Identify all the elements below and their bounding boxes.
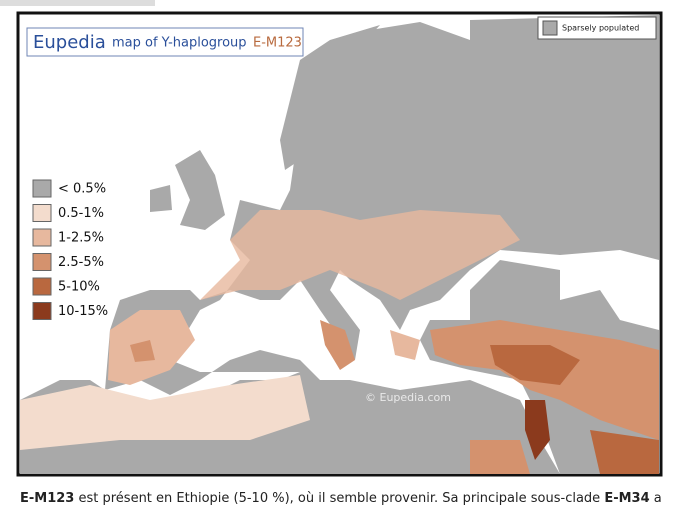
- legend-swatch: [32, 302, 52, 320]
- caption-bold: E-M34: [604, 491, 650, 506]
- title-box: [26, 27, 304, 57]
- legend: < 0.5% 0.5-1% 1-2.5% 2.5-5% 5-10% 10-15%: [32, 179, 108, 320]
- sparse-swatch: [542, 20, 558, 36]
- legend-swatch: [32, 204, 52, 222]
- legend-swatch: [32, 277, 52, 296]
- legend-label: 0.5-1%: [58, 206, 104, 221]
- legend-swatch: [32, 228, 52, 247]
- frequency-areas: [20, 210, 659, 474]
- map-title: map of Y-haplogroup: [112, 36, 247, 51]
- map: Eupedia map of Y-haplogroup E-M123 Spars…: [0, 0, 663, 477]
- legend-label: 5-10%: [58, 280, 100, 295]
- sparse-label: Sparsely populated: [562, 24, 639, 33]
- caption-bold: E-M123: [20, 491, 75, 506]
- brand: Eupedia: [33, 32, 106, 53]
- caption: E-M123 est présent en Ethiopie (5-10 %),…: [20, 491, 670, 506]
- sparse-box: [537, 16, 657, 40]
- top-strip: [0, 0, 155, 6]
- watermark: © Eupedia.com: [365, 391, 451, 404]
- caption-text: a: [649, 491, 662, 506]
- legend-label: < 0.5%: [58, 182, 106, 197]
- legend-label: 1-2.5%: [58, 231, 104, 246]
- haplogroup: E-M123: [253, 36, 302, 51]
- legend-label: 2.5-5%: [58, 255, 104, 270]
- legend-swatch: [32, 253, 52, 271]
- legend-swatch: [32, 179, 52, 198]
- legend-label: 10-15%: [58, 304, 108, 319]
- caption-text: est présent en Ethiopie (5-10 %), où il …: [74, 491, 605, 506]
